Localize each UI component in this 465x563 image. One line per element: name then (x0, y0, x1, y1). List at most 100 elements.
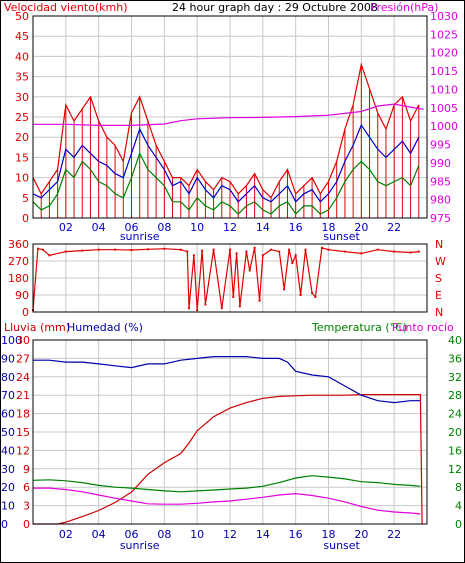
direction-y-tick-label: 270 (8, 255, 29, 268)
humidity-y-tick-label: 70 (1, 389, 15, 402)
wind-direction-point (393, 250, 396, 253)
pressure-line (33, 103, 424, 127)
direction-y-tick-label: 90 (15, 289, 29, 302)
wind-direction-point (204, 303, 207, 306)
temperature-y-tick-label: 8 (455, 481, 462, 494)
wind-direction-point (41, 248, 44, 251)
wind-direction-point (343, 250, 346, 253)
humidity-y-tick-label: 100 (1, 334, 22, 347)
humidity-y-tick-label: 10 (1, 500, 15, 513)
lower-x-tick-label: 14 (256, 528, 270, 541)
wind-direction-point (291, 261, 294, 264)
direction-plot-frame (32, 243, 428, 313)
wind-direction-point (238, 305, 241, 308)
wind-direction-point (81, 249, 84, 252)
wind-y-tick-label: 45 (15, 30, 29, 43)
temperature-y-tick-label: 36 (448, 352, 462, 365)
rain-y-tick-label: 15 (16, 426, 30, 439)
humidity-y-tick-label: 60 (1, 408, 15, 421)
wind-direction-point (253, 246, 256, 249)
compass-tick-label: N (435, 238, 443, 251)
wind-direction-point (179, 248, 182, 251)
lower-x-tick-label: 18 (322, 528, 336, 541)
x-tick-label: 12 (223, 221, 237, 234)
wind-direction-point (270, 248, 273, 251)
rain-label: Lluvia (mm) (4, 321, 70, 334)
pressure-y-tick-label: 980 (430, 194, 451, 207)
pressure-y-tick-label: 1000 (430, 120, 458, 133)
lower-sunrise-label: sunrise (120, 539, 160, 552)
dewpoint-label: Punto rocío (392, 321, 454, 334)
wind-direction-point (212, 248, 215, 251)
direction-y-tick-label: 360 (8, 238, 29, 251)
pressure-y-tick-label: 990 (430, 157, 451, 170)
rain-y-tick-label: 6 (23, 481, 30, 494)
wind-direction-point (288, 248, 291, 251)
wind-average-line (32, 123, 420, 203)
lower-x-tick-label: 16 (289, 528, 303, 541)
compass-tick-label: E (435, 289, 442, 302)
wind-y-tick-label: 50 (15, 10, 29, 23)
wind-direction-point (235, 252, 238, 255)
lower-x-tick-label: 06 (125, 528, 139, 541)
wind-direction-point (186, 250, 189, 253)
lower-x-tick-label: 04 (92, 528, 106, 541)
wind-direction-point (294, 254, 297, 257)
rain-line (33, 394, 423, 525)
temperature-line (32, 475, 421, 493)
wind-direction-point (261, 254, 264, 257)
wind-direction-point (299, 294, 302, 296)
temperature-y-tick-label: 40 (448, 334, 462, 347)
wind-direction-point (245, 250, 248, 253)
x-tick-label: 04 (92, 221, 106, 234)
humidity-y-tick-label: 20 (1, 481, 15, 494)
temperature-y-tick-label: 16 (448, 444, 462, 457)
humidity-y-tick-label: 0 (1, 518, 8, 531)
wind-y-tick-label: 35 (15, 71, 29, 84)
sunrise-label: sunrise (120, 230, 160, 243)
rain-y-tick-label: 18 (16, 408, 30, 421)
pressure-y-tick-label: 1030 (430, 10, 458, 23)
wind-direction-point (311, 292, 314, 295)
pressure-y-tick-label: 1020 (430, 47, 458, 60)
wind-direction-point (320, 246, 323, 249)
lower-x-tick-label: 10 (190, 528, 204, 541)
x-tick-label: 22 (387, 221, 401, 234)
wind-direction-point (409, 251, 412, 254)
wind-direction-point (192, 254, 195, 257)
temperature-y-tick-label: 28 (448, 389, 462, 402)
wind-direction-point (97, 248, 100, 251)
rain-y-tick-label: 27 (16, 352, 30, 365)
pressure-y-tick-label: 995 (430, 139, 451, 152)
dewpoint-line (33, 487, 421, 515)
pressure-y-tick-label: 1010 (430, 83, 458, 96)
lower-plot-frame (32, 339, 428, 525)
x-tick-label: 18 (322, 221, 336, 234)
compass-tick-label: S (435, 272, 442, 285)
temperature-label: Temperatura (°C) (311, 321, 407, 334)
wind-direction-point (417, 250, 420, 253)
pressure-y-tick-label: 1025 (430, 28, 458, 41)
wind-gust-line (32, 62, 420, 199)
wind-direction-point (196, 309, 199, 312)
wind-direction-point (258, 299, 261, 302)
rain-y-tick-label: 21 (16, 389, 30, 402)
x-tick-label: 06 (125, 221, 139, 234)
lower-x-tick-label: 20 (354, 528, 368, 541)
pressure-y-tick-label: 1015 (430, 65, 458, 78)
wind-direction-point (187, 307, 190, 310)
rain-y-tick-label: 3 (23, 500, 30, 513)
temperature-y-tick-label: 4 (455, 500, 462, 513)
wind-speed-label: Velocidad viento(kmh) (4, 1, 128, 14)
temperature-y-tick-label: 20 (448, 426, 462, 439)
chart-title: 24 hour graph day : 29 Octubre 2008 (172, 1, 378, 14)
x-tick-label: 16 (289, 221, 303, 234)
x-tick-label: 02 (59, 221, 73, 234)
wind-direction-point (64, 250, 67, 253)
compass-tick-label: W (435, 255, 446, 268)
pressure-y-tick-label: 1005 (430, 102, 458, 115)
direction-y-tick-label: 0 (22, 306, 29, 319)
humidity-line (33, 356, 421, 404)
wind-direction-point (114, 248, 117, 251)
